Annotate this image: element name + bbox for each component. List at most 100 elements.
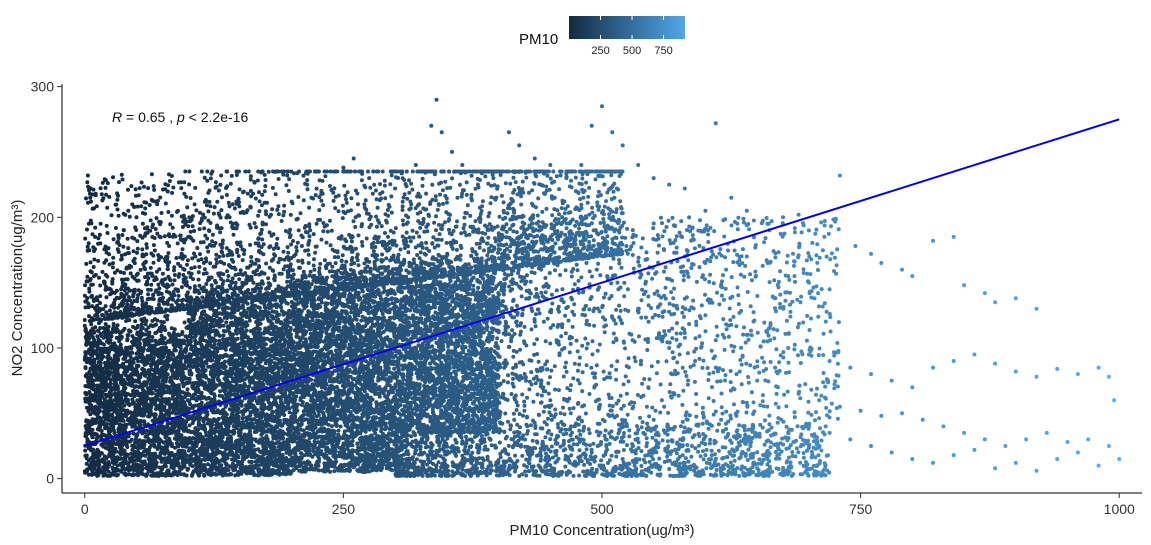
data-point [158,374,163,379]
data-point [136,350,141,355]
data-point [153,412,158,417]
data-point [115,417,119,421]
data-point [135,433,139,438]
data-point [169,426,174,431]
data-point [268,360,273,365]
data-point [125,399,130,403]
data-point [125,376,130,381]
data-point [133,319,138,324]
data-point [125,337,130,342]
data-point [156,474,161,478]
data-point [168,404,172,409]
data-point [131,343,136,348]
data-point [146,337,151,342]
data-point [96,328,101,333]
legend-tick-label: 750 [654,45,672,57]
data-point [90,358,95,363]
data-point [133,378,138,383]
data-point [160,378,165,383]
data-point [258,438,263,443]
data-point [177,407,182,412]
data-point [146,468,151,473]
data-point [257,305,262,310]
data-point [152,444,157,449]
data-point [273,464,278,468]
data-point [162,336,167,341]
data-point [229,321,233,325]
data-point [195,359,200,364]
data-point [158,408,163,413]
data-point [270,440,274,445]
data-point [206,364,211,369]
data-point [94,349,99,354]
data-point [121,462,126,467]
data-point [265,370,270,375]
data-point [191,470,196,475]
data-point [106,340,111,345]
data-point [260,408,265,413]
data-point [143,332,148,337]
data-point [159,450,164,455]
color-legend: PM10 250 500 750 [519,16,685,57]
data-point [180,371,185,375]
data-point [214,384,219,388]
data-point [257,473,261,478]
data-point [100,375,105,380]
data-point [201,419,206,424]
data-point [280,429,285,434]
data-point [132,458,137,463]
data-point [110,441,115,446]
data-point [111,322,116,326]
data-point [142,442,147,447]
data-point [163,328,168,333]
data-point [145,380,150,385]
data-point [171,465,176,470]
data-point [186,363,191,368]
data-point [111,392,116,397]
data-point [241,442,245,447]
data-point [114,410,119,415]
data-point [187,377,192,382]
data-point [109,334,114,339]
data-point [188,334,193,339]
data-point [141,472,146,477]
data-point [130,367,135,372]
data-point [276,370,281,375]
data-point [102,335,106,340]
data-point [198,432,203,437]
data-point [168,390,172,395]
data-point [120,392,125,397]
data-point [126,329,131,333]
data-point [109,330,114,335]
data-point [94,340,99,345]
data-point [122,370,127,375]
data-point [251,379,256,384]
data-point [207,379,212,384]
data-point [89,456,94,461]
data-point [112,353,117,358]
data-point [98,399,103,404]
data-point [180,458,185,463]
data-point [126,350,131,355]
data-point [226,452,231,457]
data-point [87,384,92,389]
data-point [166,450,171,455]
data-point [171,339,176,344]
data-point [194,462,198,467]
data-point [83,365,88,370]
points-layer [82,97,1122,478]
data-point [218,389,223,394]
data-point [119,468,124,473]
data-point [139,322,144,327]
data-point [170,333,175,338]
data-point [118,408,123,413]
data-point [150,391,155,396]
data-point [251,417,256,422]
data-point [259,432,264,437]
data-point [97,458,102,463]
data-point [215,349,220,354]
data-point [167,414,171,419]
data-point [189,358,193,363]
data-point [184,444,189,449]
data-point [172,455,177,460]
